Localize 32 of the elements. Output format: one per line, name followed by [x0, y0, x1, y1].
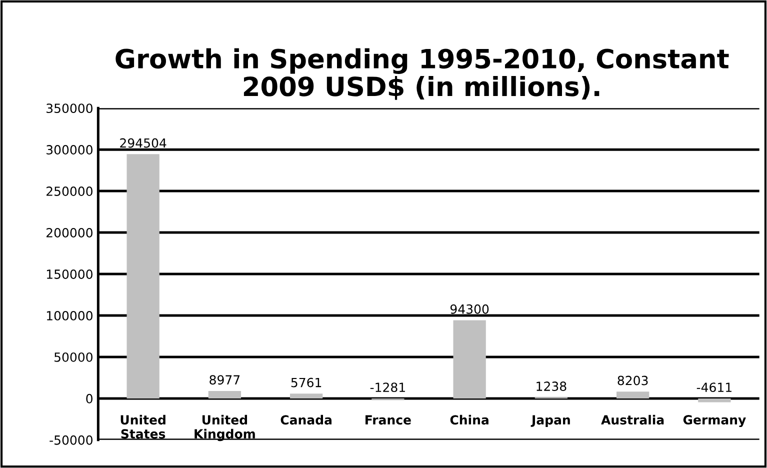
bar [698, 398, 731, 402]
x-tick-label: United Kingdom [194, 414, 255, 442]
x-tick-label: Australia [601, 414, 664, 425]
data-label: -4611 [696, 382, 732, 392]
data-label: -1281 [370, 382, 405, 392]
x-tick-label: China [450, 414, 488, 425]
data-label: 8977 [210, 375, 240, 385]
y-tick-label: 0 [86, 394, 92, 404]
bar [290, 394, 323, 398]
bar [616, 392, 650, 398]
y-tick-label: -50000 [50, 435, 92, 445]
x-tick-label: France [366, 415, 411, 425]
bar [208, 390, 242, 398]
y-tick-label: 350000 [46, 104, 92, 114]
y-tick-label: 300000 [46, 145, 92, 155]
data-label: 1238 [536, 382, 566, 392]
bar [126, 154, 160, 398]
bar [453, 320, 486, 398]
x-tick-label: Canada [280, 414, 332, 425]
y-tick-label: 50000 [54, 352, 92, 362]
y-tick-label: 150000 [46, 269, 92, 279]
x-tick-label: Germany [683, 415, 746, 428]
y-tick-label: 100000 [46, 310, 92, 320]
y-tick-label: 250000 [46, 186, 92, 196]
data-label: 8203 [618, 376, 648, 386]
x-tick-label: United States [120, 414, 166, 439]
x-tick-label: Japan [530, 415, 570, 428]
chart-title: Growth in Spending 1995-2010, Constant 2009 USD$ (in millions). [116, 48, 729, 100]
data-label: 294504 [120, 138, 166, 148]
y-tick-label: 200000 [46, 228, 92, 238]
data-label: 94300 [450, 304, 489, 314]
data-label: 5761 [291, 378, 322, 388]
